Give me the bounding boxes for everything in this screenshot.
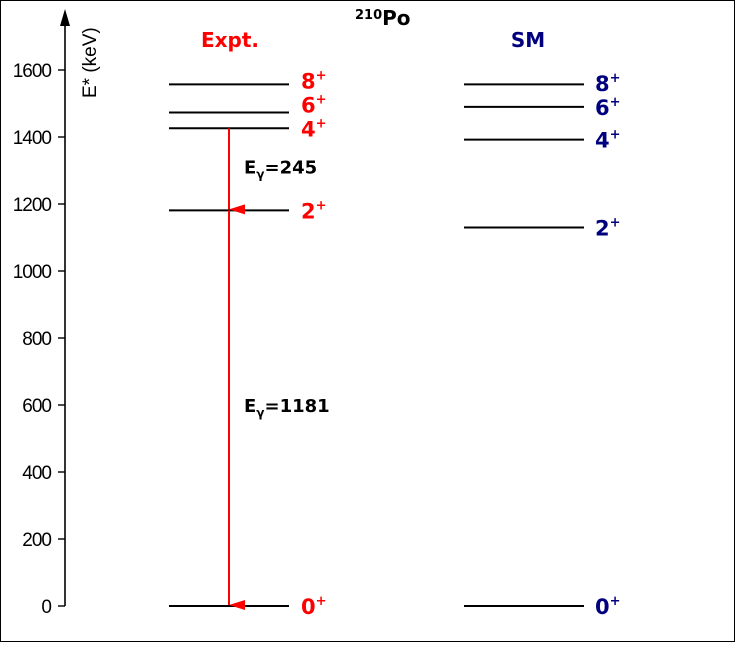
spin-value: 8 (301, 69, 316, 93)
parity-value: + (316, 92, 327, 107)
spin-parity-label: 8+ (595, 71, 621, 96)
spin-value: 4 (301, 117, 316, 141)
y-tick-label: 800 (22, 329, 51, 350)
spin-parity-label: 2+ (301, 198, 327, 223)
gamma-energy-label: Eγ=1181 (244, 396, 330, 420)
spin-parity-label: 8+ (301, 68, 327, 93)
parity-value: + (316, 594, 327, 609)
parity-value: + (316, 116, 327, 131)
gamma-label-base: E (244, 396, 256, 417)
gamma-label-sub: γ (256, 406, 264, 420)
spin-parity-label: 6+ (301, 92, 327, 117)
gamma-label-sub: γ (256, 167, 264, 181)
y-tick-label: 1400 (13, 128, 52, 149)
gamma-label-base: E (244, 157, 256, 178)
y-ticks: 0 200 400 600 800 1000 1200 1400 1600 (13, 61, 65, 618)
title-mass-number: 210 (355, 8, 382, 23)
spin-parity-label: 4+ (595, 128, 621, 153)
title-element: Po (382, 6, 410, 30)
spin-parity-label: 2+ (595, 215, 621, 240)
y-tick-label: 200 (22, 530, 51, 551)
spin-parity-label: 0+ (595, 594, 621, 619)
spin-value: 2 (595, 216, 610, 240)
spin-value: 0 (301, 595, 316, 619)
gamma-energy-label: Eγ=245 (244, 157, 317, 181)
y-tick-label: 400 (22, 463, 51, 484)
parity-value: + (610, 215, 621, 230)
spin-value: 6 (301, 93, 316, 117)
gamma-label-value: =1181 (264, 396, 329, 417)
y-tick-label: 1200 (13, 195, 52, 216)
parity-value: + (610, 128, 621, 143)
sm-column-header: SM (511, 28, 545, 52)
parity-value: + (610, 71, 621, 86)
spin-parity-label: 4+ (301, 116, 327, 141)
y-axis-arrow-icon (60, 9, 70, 26)
gamma-label-value: =245 (264, 157, 317, 178)
parity-value: + (316, 68, 327, 83)
energy-levels: 0+2+4+6+8+0+2+4+6+8+ (169, 68, 621, 619)
parity-value: + (610, 594, 621, 609)
spin-value: 2 (301, 199, 316, 223)
spin-value: 8 (595, 72, 610, 96)
y-tick-label: 1600 (13, 61, 52, 82)
spin-value: 6 (595, 96, 610, 120)
spin-parity-label: 6+ (595, 95, 621, 120)
y-tick-label: 0 (41, 597, 51, 618)
y-axis-label: E* (keV) (80, 27, 101, 98)
spin-value: 4 (595, 129, 610, 153)
spin-parity-label: 0+ (301, 594, 327, 619)
parity-value: + (610, 95, 621, 110)
y-tick-label: 600 (22, 396, 51, 417)
spin-value: 0 (595, 595, 610, 619)
expt-column-header: Expt. (201, 28, 259, 52)
chart-title: 210Po (355, 6, 411, 30)
parity-value: + (316, 198, 327, 213)
y-tick-label: 1000 (13, 262, 52, 283)
